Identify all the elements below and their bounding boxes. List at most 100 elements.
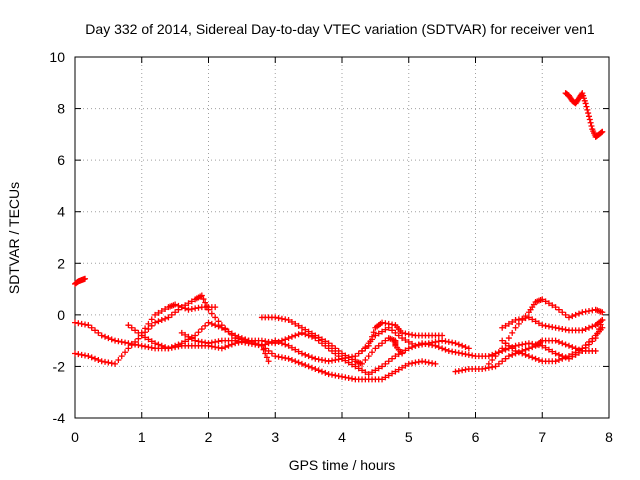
- data-point: [278, 340, 285, 347]
- data-point: [342, 352, 349, 359]
- data-point: [292, 346, 299, 353]
- data-point: [565, 353, 572, 360]
- data-point: [102, 333, 109, 340]
- data-point: [549, 348, 556, 355]
- data-point: [359, 367, 366, 374]
- data-point: [178, 304, 185, 311]
- data-point: [542, 298, 549, 305]
- data-point: [552, 337, 559, 344]
- data-point: [499, 337, 506, 344]
- data-point: [165, 314, 172, 321]
- data-point: [88, 324, 95, 331]
- data-point: [325, 345, 332, 352]
- data-point: [288, 356, 295, 363]
- data-point: [208, 320, 215, 327]
- data-point: [584, 106, 591, 113]
- data-point: [265, 340, 272, 347]
- data-point: [582, 100, 589, 107]
- y-tick-label: -4: [53, 410, 66, 426]
- data-point: [138, 332, 145, 339]
- data-point: [588, 122, 595, 129]
- data-point: [389, 370, 396, 377]
- data-point: [263, 354, 270, 361]
- data-point: [318, 336, 325, 343]
- data-point: [162, 306, 169, 313]
- data-point: [218, 345, 225, 352]
- data-point: [98, 332, 105, 339]
- data-point: [379, 376, 386, 383]
- x-tick-label: 7: [538, 429, 546, 445]
- data-point: [402, 347, 409, 354]
- tick-labels: 0 1 2 3 4 5 6 7 8 -4 -2 0 2 4 6 8 10: [49, 49, 613, 445]
- data-point: [552, 304, 559, 311]
- data-point: [399, 335, 406, 342]
- data-point: [499, 358, 506, 365]
- data-point: [95, 356, 102, 363]
- data-point: [375, 330, 382, 337]
- data-point: [545, 300, 552, 307]
- data-point: [85, 322, 92, 329]
- data-point: [118, 353, 125, 360]
- data-point: [525, 345, 532, 352]
- data-point: [92, 327, 99, 334]
- data-point: [542, 344, 549, 351]
- data-point: [302, 351, 309, 358]
- data-point: [552, 358, 559, 365]
- data-point: [148, 316, 155, 323]
- data-point: [328, 347, 335, 354]
- data-point: [502, 355, 509, 362]
- data-point: [298, 360, 305, 367]
- data-point: [162, 344, 169, 351]
- data-point: [315, 367, 322, 374]
- data-point: [288, 318, 295, 325]
- data-point: [399, 350, 406, 357]
- data-point: [562, 311, 569, 318]
- data-point: [212, 304, 219, 311]
- data-point: [115, 356, 122, 363]
- data-point: [569, 313, 576, 320]
- data-point: [552, 350, 559, 357]
- data-point: [315, 334, 322, 341]
- data-point: [345, 359, 352, 366]
- data-point: [185, 300, 192, 307]
- data-point: [369, 349, 376, 356]
- data-point: [375, 342, 382, 349]
- data-point: [519, 350, 526, 357]
- data-point: [599, 128, 606, 135]
- data-point: [128, 324, 135, 331]
- data-point: [512, 324, 519, 331]
- data-point: [559, 309, 566, 316]
- data-point: [549, 302, 556, 309]
- series-arc9: [359, 324, 472, 354]
- data-point: [509, 329, 516, 336]
- y-axis-label: SDTVAR / TECUs: [6, 182, 22, 294]
- data-point: [355, 365, 362, 372]
- data-point: [539, 296, 546, 303]
- data-point: [395, 366, 402, 373]
- data-point: [202, 322, 209, 329]
- data-point: [108, 336, 115, 343]
- data-point: [292, 358, 299, 365]
- data-point: [302, 362, 309, 369]
- data-point: [355, 350, 362, 357]
- data-point: [405, 338, 412, 345]
- data-point: [389, 355, 396, 362]
- data-point: [182, 331, 189, 338]
- data-point: [152, 319, 159, 326]
- data-point: [432, 360, 439, 367]
- data-point: [295, 348, 302, 355]
- data-point: [535, 356, 542, 363]
- data-point: [158, 342, 165, 349]
- data-point: [225, 328, 232, 335]
- x-axis-label: GPS time / hours: [289, 457, 396, 473]
- series-arc11: [485, 296, 606, 367]
- x-tick-label: 2: [205, 429, 213, 445]
- data-point: [569, 351, 576, 358]
- data-point: [302, 326, 309, 333]
- data-point: [175, 302, 182, 309]
- data-point: [529, 354, 536, 361]
- data-point: [592, 347, 599, 354]
- data-point: [135, 335, 142, 342]
- y-tick-label: 4: [57, 204, 65, 220]
- y-tick-label: 10: [49, 49, 65, 65]
